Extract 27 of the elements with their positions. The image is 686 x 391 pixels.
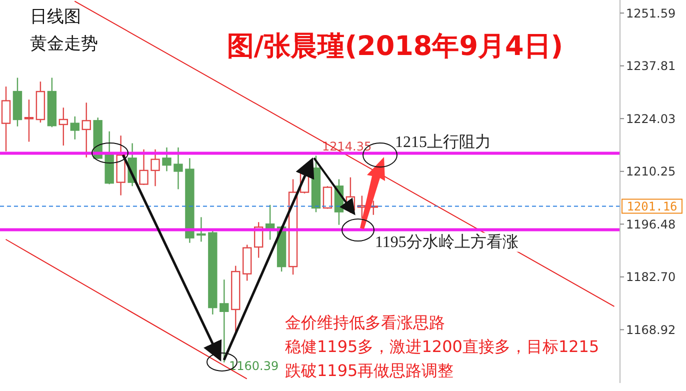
candlestick: [58, 107, 68, 146]
candlestick: [24, 98, 34, 142]
candlestick: [70, 116, 80, 140]
candlestick: [82, 102, 91, 158]
ref-line-label: 1201.16: [626, 200, 678, 214]
candlestick: [162, 146, 172, 172]
candlestick: [196, 216, 206, 242]
text: 图/张晨瑾(2018年9月4日): [226, 31, 564, 62]
annotation: 日线图: [30, 7, 81, 27]
candlestick: [174, 146, 183, 190]
annotation: 金价维持低多看涨思路: [285, 313, 445, 332]
y-tick-label: 1210.25: [626, 164, 676, 179]
y-tick-label: 1224.03: [626, 112, 676, 126]
annotation: 跌破1195再做思路调整: [285, 361, 454, 380]
y-tick-label: 1196.48: [626, 217, 676, 232]
candlestick: [220, 278, 229, 363]
y-tick-label: 1251.59: [626, 6, 676, 20]
y-tick-label: 1168.92: [626, 322, 676, 337]
candlestick: [139, 148, 148, 186]
ref-line-label: 1195分水岭上方看涨: [375, 232, 518, 251]
y-tick-label: 1237.81: [626, 59, 676, 74]
ref-line-label: 1215上行阻力: [395, 133, 491, 152]
candlestick: [150, 148, 160, 187]
annotation: 稳健1195多，激进1200直接多，目标1215: [285, 337, 600, 356]
annotation: 黄金走势: [30, 34, 98, 54]
y-tick-label: 1182.70: [626, 270, 676, 284]
candlestick: [322, 186, 332, 210]
